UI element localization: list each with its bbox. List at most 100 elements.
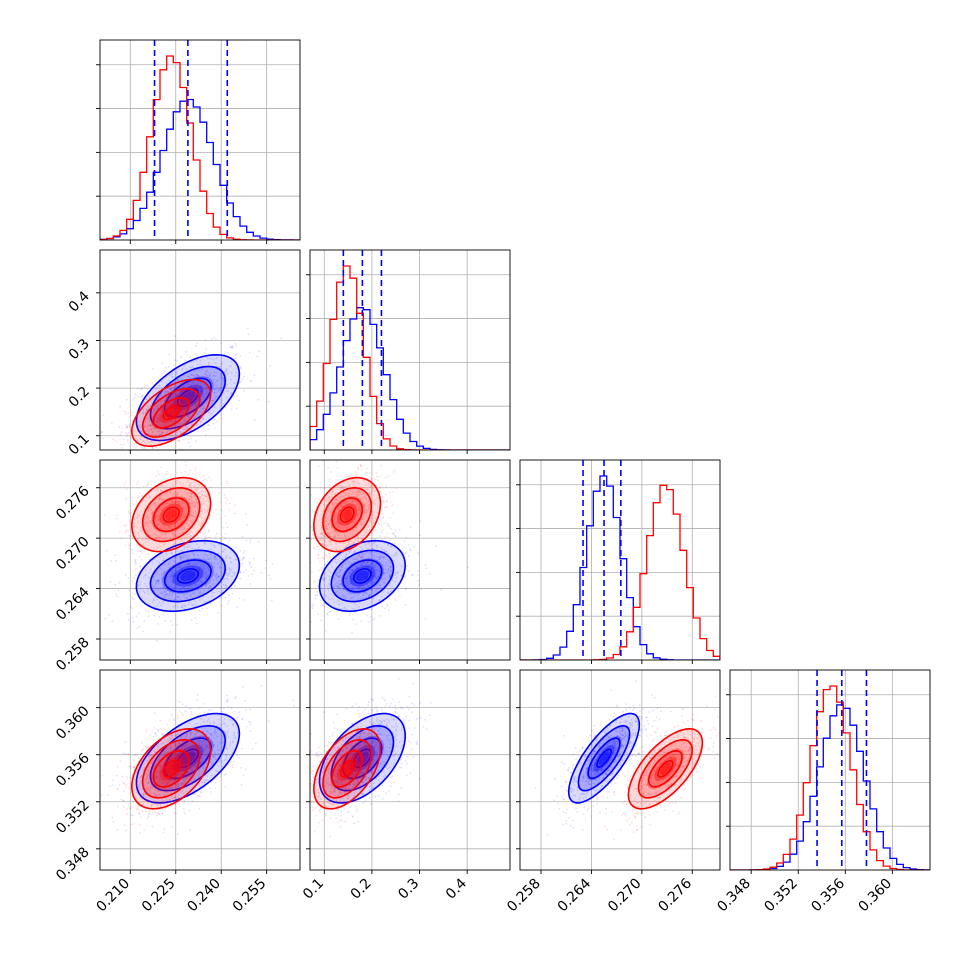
sample-point [140,402,142,405]
sample-point [325,539,327,541]
sample-point [213,371,216,374]
sample-point [380,512,383,515]
sample-point [252,557,255,560]
sample-point [138,565,141,568]
sample-point [115,560,117,562]
density-level [162,558,214,594]
sample-point [158,420,161,422]
sample-point [146,442,148,445]
sample-point [202,502,204,505]
sample-point [181,604,184,607]
sample-point [174,335,176,337]
sample-point [204,372,207,375]
sample-point [230,561,233,564]
sample-point [158,440,161,443]
sample-point [154,584,157,586]
sample-point [407,570,410,573]
sample-point [367,507,370,510]
sample-point [156,781,159,783]
sample-point [137,430,139,433]
sample-point [170,397,172,400]
sample-point [190,373,193,376]
sample-point [151,447,154,449]
sample-point [139,591,142,593]
sample-point [188,575,191,578]
sample-point [328,478,331,481]
sample-point [157,579,159,582]
sample-point [128,512,131,514]
sample-point [317,554,320,556]
sample-point [240,380,243,383]
sample-point [187,747,190,750]
sample-point [136,496,139,499]
sample-point [190,384,193,386]
sample-point [346,559,348,562]
sample-point [191,386,194,389]
sample-point [151,381,154,384]
sample-point [226,730,229,732]
sample-point [173,560,175,563]
sample-point [167,391,169,393]
sample-point [413,546,416,548]
sample-point [329,541,331,544]
sample-point [111,422,113,424]
sample-point [188,572,191,575]
sample-point [123,410,125,413]
sample-point [175,529,178,532]
sample-point [388,525,391,528]
sample-point [157,729,160,731]
sample-point [352,527,355,530]
sample-point [173,525,176,528]
sample-point [190,501,193,504]
sample-point [334,578,337,580]
sample-point [137,544,140,547]
sample-point [360,584,363,587]
sample-point [337,618,340,621]
density-level [131,477,211,552]
sample-point [193,789,196,792]
sample-point [167,416,170,419]
sample-point [166,783,169,785]
sample-point [372,511,375,513]
sample-point [214,384,216,387]
sample-point [385,550,387,553]
sample-point [183,515,186,518]
sample-point [123,438,125,441]
sample-point [229,365,232,368]
sample-point [147,611,150,613]
sample-point [194,574,197,576]
sample-point [161,372,163,375]
sample-point [189,747,192,749]
sample-point [214,375,217,378]
sample-point [347,523,350,526]
sample-point [351,618,354,621]
sample-point [350,513,353,515]
sample-point [394,529,397,532]
sample-point [390,569,393,572]
sample-point [164,620,167,622]
sample-point [339,560,342,563]
sample-point [194,764,197,767]
sample-point [159,766,162,768]
sample-point [160,420,163,423]
sample-point [360,546,362,549]
sample-point [207,566,210,569]
sample-point [191,386,193,389]
sample-point [190,619,193,622]
sample-point [199,525,202,528]
sample-point [208,375,211,378]
sample-point [345,553,348,556]
sample-point [381,605,384,608]
sample-point [176,623,179,626]
sample-point [376,479,379,481]
sample-point [226,574,229,577]
sample-point [181,394,183,397]
sample-point [356,558,358,561]
sample-point [116,517,118,520]
sample-point [176,379,179,382]
sample-point [187,587,190,590]
sample-point [347,476,350,478]
sample-point [182,517,184,519]
sample-point [182,510,185,513]
sample-point [182,404,185,406]
